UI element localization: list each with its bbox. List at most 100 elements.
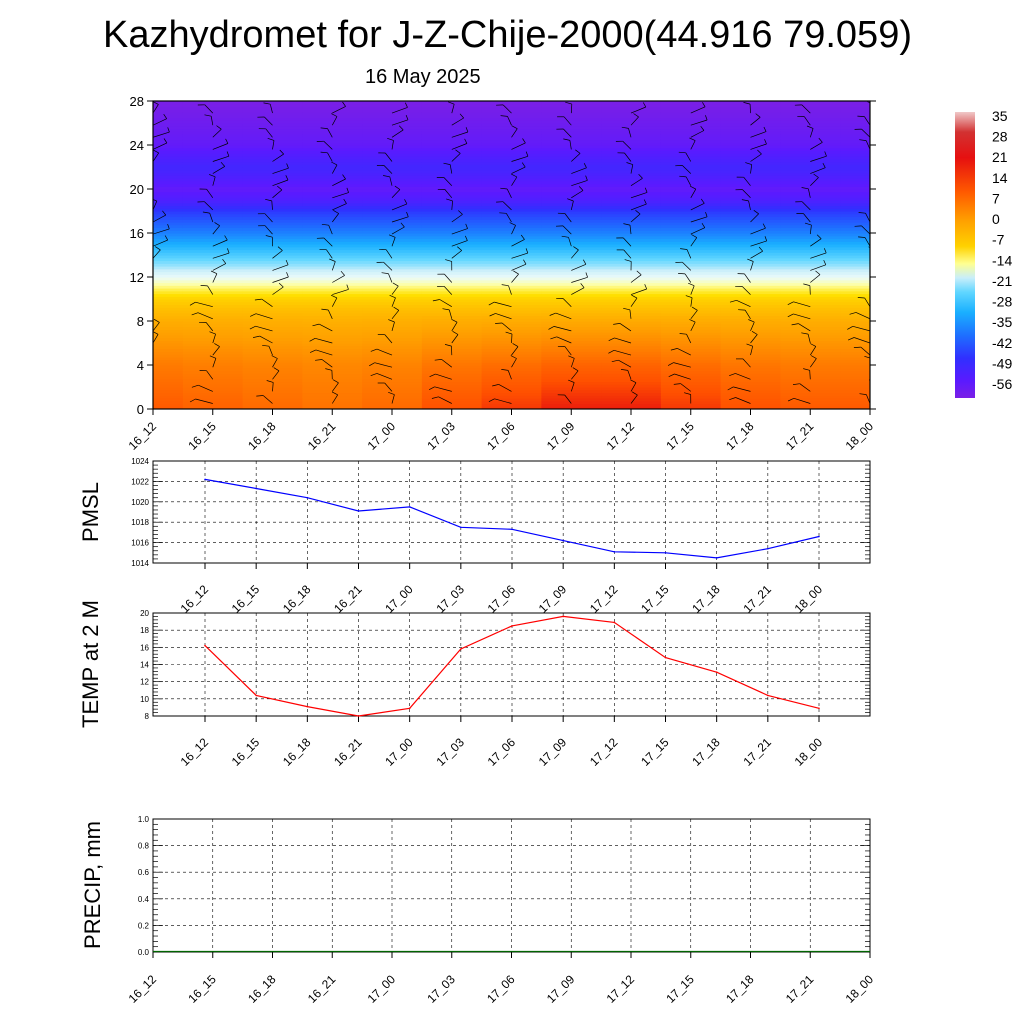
x-tick-label: 18_00: [792, 582, 826, 616]
x-tick-label: 17_18: [723, 972, 757, 1006]
wind-barb: [742, 358, 751, 368]
wind-barb-feather: [644, 284, 648, 290]
heatmap-cell: [660, 106, 722, 110]
heatmap-cell: [840, 307, 870, 311]
heatmap-cell: [541, 131, 602, 135]
heatmap-cell: [660, 321, 722, 325]
wind-barb-feather: [343, 198, 347, 204]
heatmap-cell: [153, 191, 184, 196]
wind-barb: [383, 165, 393, 174]
heatmap-cell: [362, 301, 423, 306]
heatmap-cell: [182, 321, 244, 325]
wind-barb: [153, 104, 159, 114]
heatmap-cell: [362, 238, 423, 242]
heatmap-cell: [660, 290, 722, 295]
wind-barb: [391, 140, 394, 150]
heatmap-cell: [601, 290, 662, 295]
heatmap-cell: [242, 389, 303, 394]
heatmap-cell: [660, 222, 722, 226]
wind-barb: [685, 152, 692, 162]
heatmap-cell: [720, 356, 781, 361]
heatmap-cell: [840, 337, 870, 341]
wind-barb: [261, 298, 273, 307]
heatmap-cell: [780, 120, 841, 124]
heatmap-cell: [182, 266, 244, 270]
heatmap-cell: [481, 114, 542, 119]
heatmap-cell: [302, 238, 363, 242]
wind-barb: [618, 359, 632, 368]
heatmap-cell: [840, 136, 870, 141]
heatmap-cell: [242, 329, 303, 333]
heatmap-cell: [720, 260, 781, 264]
heatmap-cell: [840, 189, 870, 193]
heatmap-cell: [541, 326, 602, 330]
wind-barb-feather: [163, 114, 167, 119]
x-tick-label: 16_15: [229, 582, 263, 616]
wind-barb: [630, 297, 638, 307]
wind-barb: [563, 128, 572, 138]
heatmap-cell: [720, 252, 781, 256]
heatmap-cell: [182, 167, 244, 171]
heatmap-cell: [481, 255, 542, 259]
heatmap-cell: [720, 279, 781, 284]
wind-barb: [571, 190, 584, 199]
heatmap-cell: [302, 271, 363, 275]
heatmap-cell: [601, 359, 662, 363]
heatmap-cell: [302, 202, 363, 207]
heatmap-cell: [840, 400, 870, 405]
wind-barb-feather: [320, 151, 328, 154]
heatmap-cell: [242, 172, 303, 176]
heatmap-cell: [660, 365, 722, 369]
wind-barb: [502, 201, 512, 211]
heatmap-cell: [182, 136, 244, 141]
heatmap-cell: [720, 150, 781, 154]
heatmap-cell: [421, 321, 483, 325]
heatmap-cell: [362, 164, 423, 168]
wind-barb-feather: [857, 115, 865, 117]
heatmap-cell: [362, 186, 423, 190]
heatmap-cell: [362, 189, 423, 193]
heatmap-cell: [601, 249, 662, 253]
heatmap-cell: [302, 147, 363, 152]
heatmap-cell: [481, 128, 542, 132]
heatmap-cell: [481, 370, 542, 374]
wind-barb-feather: [633, 113, 639, 118]
heatmap-cell: [182, 398, 244, 402]
heatmap-cell: [421, 142, 483, 146]
wind-barb-feather: [315, 359, 323, 361]
y-tick-label: 4: [137, 358, 144, 373]
wind-barb: [869, 390, 870, 392]
wind-barb: [495, 313, 512, 320]
heatmap-cell: [601, 202, 662, 207]
heatmap-cell: [780, 359, 841, 363]
heatmap-cell: [362, 398, 423, 402]
wind-barb: [205, 322, 214, 332]
heatmap-cell: [302, 370, 363, 374]
wind-barb-feather: [859, 139, 867, 141]
heatmap-cell: [421, 114, 483, 119]
wind-barb: [853, 337, 870, 344]
x-tick-label: 17_18: [689, 582, 723, 616]
heatmap-cell: [601, 230, 662, 234]
heatmap-cell: [541, 387, 602, 391]
wind-barb: [511, 176, 518, 186]
heatmap-cell: [242, 282, 303, 286]
wind-barb: [810, 274, 821, 283]
heatmap-cell: [720, 378, 781, 383]
heatmap-cell: [182, 161, 244, 165]
wind-barb-feather: [333, 209, 339, 214]
heatmap-cell: [242, 367, 303, 372]
heatmap-cell: [421, 153, 483, 157]
wind-barb-feather: [321, 308, 329, 311]
y-axis-label: TEMP at 2 M: [78, 600, 103, 728]
wind-barb: [690, 140, 696, 150]
heatmap-cell: [840, 238, 870, 242]
wind-barb: [331, 116, 338, 126]
wind-barb: [153, 152, 159, 162]
heatmap-cell: [242, 337, 303, 341]
wind-barb: [153, 378, 154, 380]
wind-barb: [511, 225, 516, 235]
heatmap-cell: [182, 106, 244, 110]
